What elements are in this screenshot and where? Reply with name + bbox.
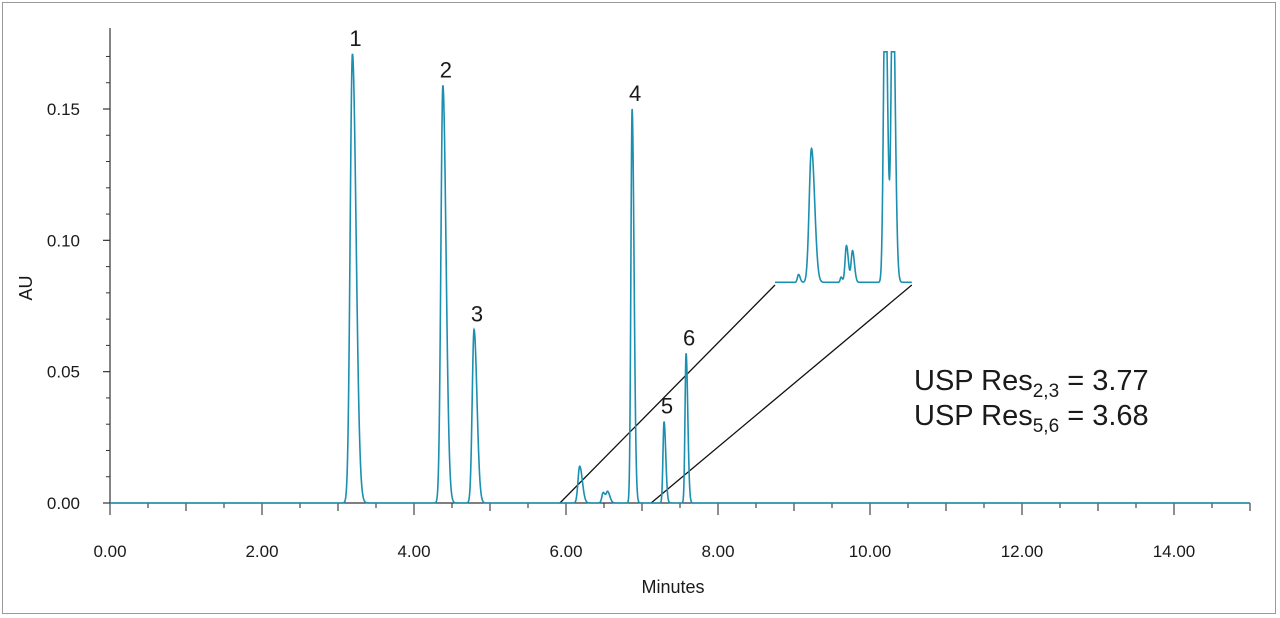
connector-line xyxy=(650,284,913,504)
x-tick-label: 12.00 xyxy=(1001,542,1044,561)
resolution-annotation-2: USP Res5,6 = 3.68 xyxy=(914,400,1149,437)
y-axis-title: AU xyxy=(16,275,36,300)
resolution-annotation-1: USP Res2,3 = 3.77 xyxy=(914,365,1149,402)
x-tick-label: 4.00 xyxy=(397,542,430,561)
x-tick-label: 2.00 xyxy=(245,542,278,561)
x-tick-label: 8.00 xyxy=(701,542,734,561)
chromatogram-trace xyxy=(110,53,1250,504)
peak-label-1: 1 xyxy=(349,26,361,51)
peak-label-4: 4 xyxy=(629,81,641,106)
connector-line xyxy=(559,284,776,504)
x-tick-label: 10.00 xyxy=(849,542,892,561)
peak-label-2: 2 xyxy=(440,57,452,82)
peak-label-6: 6 xyxy=(683,325,695,350)
inset-connector-lines xyxy=(559,284,913,504)
x-tick-label: 6.00 xyxy=(549,542,582,561)
peak-label-3: 3 xyxy=(471,302,483,327)
y-axis-ticks: 0.00 0.05 0.10 0.15 xyxy=(47,55,110,513)
peak-labels: 1 2 3 4 5 6 xyxy=(349,26,695,419)
y-tick-label: 0.00 xyxy=(47,494,80,513)
peak-label-5: 5 xyxy=(661,394,673,419)
x-tick-label: 14.00 xyxy=(1153,542,1196,561)
y-tick-label: 0.10 xyxy=(47,231,80,250)
y-tick-label: 0.15 xyxy=(47,100,80,119)
inset-zoom-trace xyxy=(775,51,912,284)
y-tick-label: 0.05 xyxy=(47,363,80,382)
x-axis-ticks: 0.00 2.00 4.00 6.00 8.00 10.00 12.00 14.00 xyxy=(93,503,1251,561)
x-tick-label: 0.00 xyxy=(93,542,126,561)
x-axis-title: Minutes xyxy=(641,577,704,597)
